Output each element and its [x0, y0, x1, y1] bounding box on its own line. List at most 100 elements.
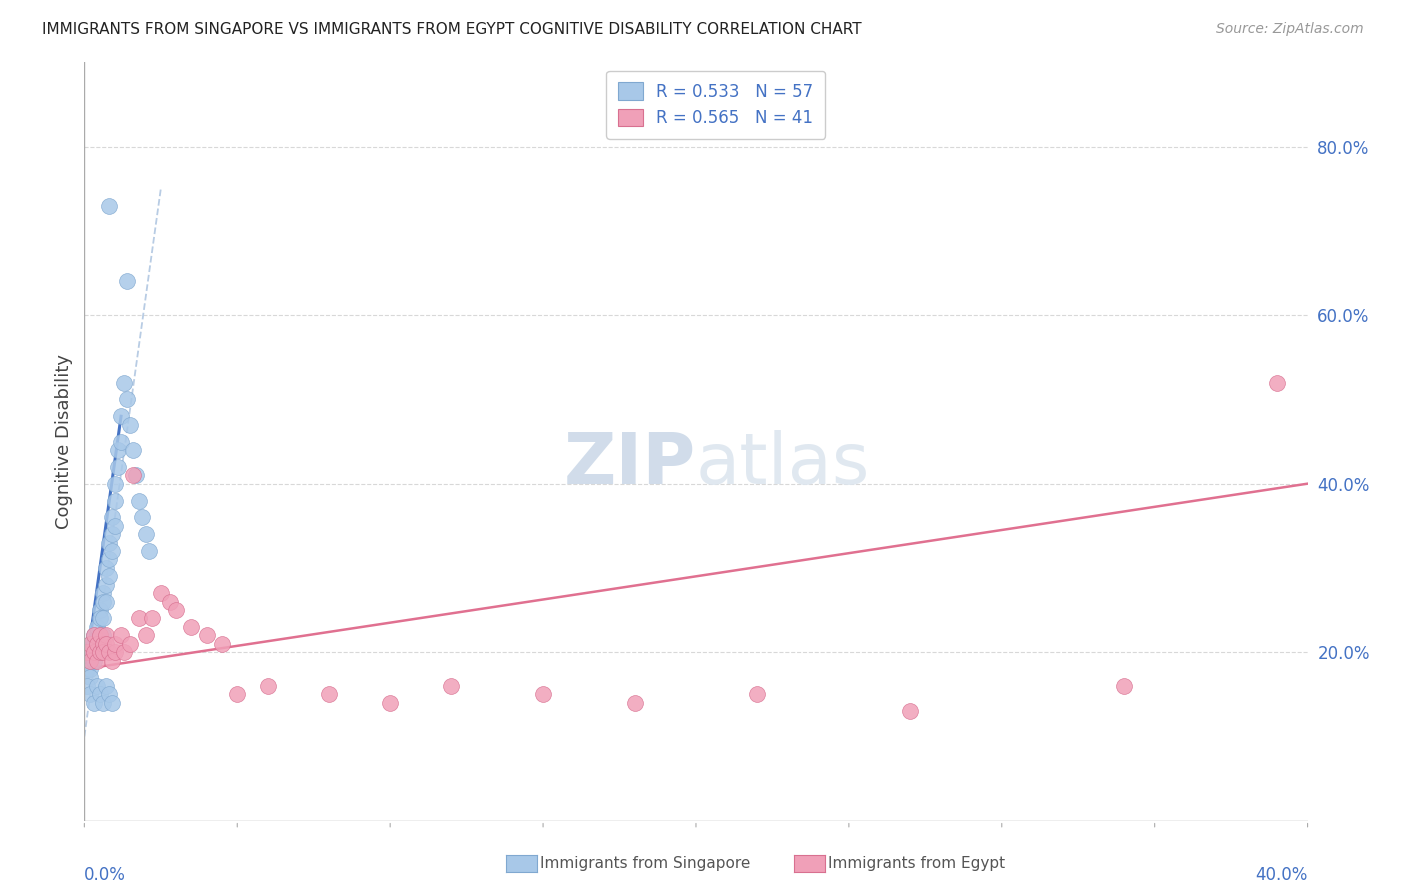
Point — [86, 654, 108, 668]
Point — [86, 620, 108, 634]
Point — [76, 645, 98, 659]
Point — [195, 628, 218, 642]
Point — [180, 620, 202, 634]
Point — [89, 687, 111, 701]
Point — [83, 654, 105, 668]
Point — [104, 645, 127, 659]
Point — [79, 637, 101, 651]
Point — [104, 518, 127, 533]
Point — [83, 645, 105, 659]
Point — [89, 628, 111, 642]
Point — [128, 611, 150, 625]
Point — [76, 654, 98, 668]
Point — [125, 468, 148, 483]
Point — [89, 611, 111, 625]
Point — [107, 442, 129, 457]
Point — [79, 645, 101, 659]
Point — [120, 417, 142, 432]
Point — [380, 696, 402, 710]
Text: 0.0%: 0.0% — [84, 866, 127, 884]
Point — [76, 679, 98, 693]
Point — [149, 586, 172, 600]
Point — [122, 442, 145, 457]
Point — [318, 687, 340, 701]
Point — [898, 704, 921, 718]
Point — [97, 535, 120, 549]
Point — [104, 476, 127, 491]
Point — [86, 637, 108, 651]
Text: ZIP: ZIP — [564, 430, 696, 499]
Point — [79, 687, 101, 701]
Point — [97, 687, 120, 701]
Legend: R = 0.533   N = 57, R = 0.565   N = 41: R = 0.533 N = 57, R = 0.565 N = 41 — [606, 70, 825, 139]
Point — [165, 603, 187, 617]
Point — [94, 578, 117, 592]
Point — [83, 628, 105, 642]
Point — [91, 645, 114, 659]
Point — [91, 696, 114, 710]
Point — [91, 594, 114, 608]
Point — [110, 409, 132, 424]
Text: Immigrants from Singapore: Immigrants from Singapore — [540, 856, 751, 871]
Point — [86, 637, 108, 651]
Point — [94, 628, 117, 642]
Point — [89, 628, 111, 642]
Point — [89, 645, 111, 659]
Point — [120, 637, 142, 651]
Point — [122, 468, 145, 483]
Point — [94, 594, 117, 608]
Point — [440, 679, 463, 693]
Point — [101, 654, 124, 668]
Point — [79, 654, 101, 668]
Point — [211, 637, 233, 651]
Point — [101, 544, 124, 558]
Point — [76, 645, 98, 659]
Point — [104, 493, 127, 508]
Point — [86, 645, 108, 659]
Point — [135, 628, 157, 642]
Point — [79, 670, 101, 684]
Point — [97, 569, 120, 583]
Point — [76, 662, 98, 676]
Point — [624, 696, 647, 710]
Point — [110, 434, 132, 449]
Point — [94, 561, 117, 575]
Point — [91, 586, 114, 600]
Point — [101, 527, 124, 541]
Point — [115, 275, 138, 289]
Text: Immigrants from Egypt: Immigrants from Egypt — [828, 856, 1005, 871]
Point — [159, 594, 181, 608]
Point — [131, 510, 153, 524]
Text: atlas: atlas — [696, 430, 870, 499]
Point — [97, 645, 120, 659]
Point — [226, 687, 249, 701]
Y-axis label: Cognitive Disability: Cognitive Disability — [55, 354, 73, 529]
Point — [83, 696, 105, 710]
Point — [101, 510, 124, 524]
Point — [138, 544, 160, 558]
Point — [101, 696, 124, 710]
Point — [141, 611, 163, 625]
Point — [107, 459, 129, 474]
Point — [83, 628, 105, 642]
Point — [79, 654, 101, 668]
Point — [91, 611, 114, 625]
Point — [86, 679, 108, 693]
Point — [257, 679, 280, 693]
Point — [79, 662, 101, 676]
Point — [89, 645, 111, 659]
Point — [1265, 376, 1288, 390]
Point — [112, 645, 135, 659]
Point — [83, 637, 105, 651]
Text: IMMIGRANTS FROM SINGAPORE VS IMMIGRANTS FROM EGYPT COGNITIVE DISABILITY CORRELAT: IMMIGRANTS FROM SINGAPORE VS IMMIGRANTS … — [42, 22, 862, 37]
Point — [83, 645, 105, 659]
Point — [112, 376, 135, 390]
Point — [128, 493, 150, 508]
Point — [531, 687, 554, 701]
Point — [104, 637, 127, 651]
Text: 40.0%: 40.0% — [1256, 866, 1308, 884]
Point — [89, 603, 111, 617]
Point — [94, 679, 117, 693]
Point — [91, 628, 114, 642]
Point — [79, 637, 101, 651]
